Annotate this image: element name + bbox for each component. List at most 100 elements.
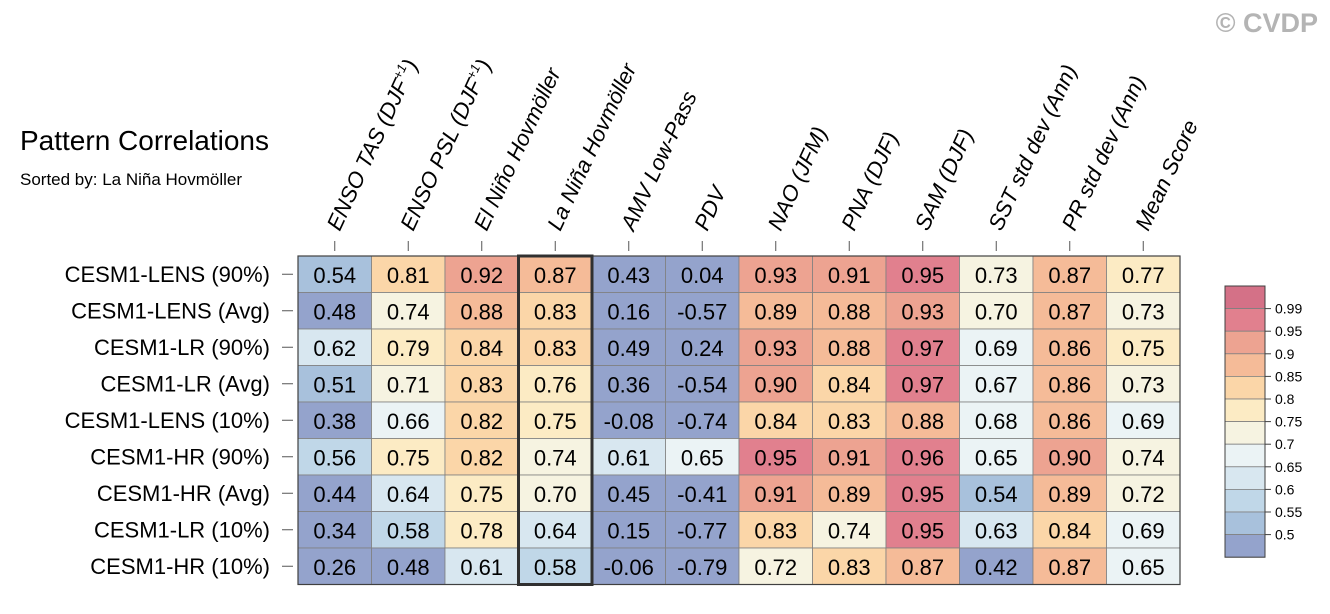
cell-value: 0.66: [387, 409, 430, 434]
heatmap-cell: [1106, 365, 1181, 403]
heatmap-cell: [297, 328, 372, 366]
cell-value: 0.91: [828, 263, 871, 288]
cell-value: 0.76: [534, 372, 577, 397]
heatmap-cell: [591, 511, 666, 549]
row-label: CESM1-LR (Avg): [100, 371, 270, 396]
heatmap-cell: [812, 255, 887, 293]
cell-value: 0.43: [607, 263, 650, 288]
heatmap-frame: [297, 255, 1181, 586]
cell-value: 0.82: [460, 409, 503, 434]
cell-value: -0.41: [677, 482, 727, 507]
cell-value: 0.71: [387, 372, 430, 397]
colorbar-label: 0.8: [1275, 391, 1295, 407]
cell-value: 0.78: [460, 518, 503, 543]
heatmap-cell: [371, 365, 446, 403]
cell-value: 0.74: [828, 518, 871, 543]
heatmap-cell: [738, 438, 813, 476]
cell-value: 0.69: [975, 336, 1018, 361]
cell-value: 0.84: [460, 336, 503, 361]
cell-value: 0.87: [534, 263, 577, 288]
cell-value: 0.90: [754, 372, 797, 397]
row-label: CESM1-HR (90%): [90, 444, 270, 469]
heatmap-cells: 0.54 0.81 0.92 0.87 0.43 0.04 0.93 0.91 0.95 0.73…: [297, 255, 1181, 586]
cell-value: 0.87: [1048, 555, 1091, 580]
cell-value: 0.79: [387, 336, 430, 361]
cell-value: 0.89: [754, 299, 797, 324]
cell-value: 0.97: [901, 372, 944, 397]
cell-value: 0.73: [975, 263, 1018, 288]
cell-value: 0.42: [975, 555, 1018, 580]
colorbar-swatch: [1224, 398, 1266, 423]
heatmap-cell: [1032, 292, 1107, 330]
cell-value: -0.54: [677, 372, 727, 397]
copyright-watermark: © CVDP: [1215, 8, 1318, 38]
column-labels: ENSO TAS (DJF+1)ENSO PSL (DJF+1)El Niño …: [322, 55, 1203, 251]
cell-value: -0.08: [604, 409, 654, 434]
cell-value: 0.64: [387, 482, 430, 507]
heatmap-cell: [738, 511, 813, 549]
cell-value: 0.95: [754, 445, 797, 470]
cell-value: 0.91: [828, 445, 871, 470]
heatmap-cell: [591, 547, 666, 585]
cell-value: 0.87: [1048, 263, 1091, 288]
cell-value: 0.88: [460, 299, 503, 324]
cell-value: 0.73: [1122, 299, 1165, 324]
colorbar-label: 0.55: [1275, 504, 1302, 520]
cell-value: 0.70: [534, 482, 577, 507]
cell-value: 0.91: [754, 482, 797, 507]
colorbar-label: 0.7: [1275, 436, 1295, 452]
cell-value: 0.61: [460, 555, 503, 580]
heatmap-cell: [297, 511, 372, 549]
heatmap-cell: [444, 474, 519, 512]
cell-value: 0.34: [313, 518, 356, 543]
cell-value: 0.97: [901, 336, 944, 361]
colorbar-label: 0.6: [1275, 481, 1295, 497]
colorbar-label: 0.99: [1275, 301, 1302, 317]
colorbar-swatch: [1224, 488, 1266, 513]
row-label: CESM1-LENS (10%): [65, 408, 270, 433]
sorted-column-box: [517, 254, 594, 586]
cell-value: 0.38: [313, 409, 356, 434]
cell-value: 0.74: [534, 445, 577, 470]
cell-value: 0.86: [1048, 336, 1091, 361]
heatmap-cell: [591, 292, 666, 330]
row-label: CESM1-LENS (90%): [65, 262, 270, 287]
cell-value: 0.70: [975, 299, 1018, 324]
row-label: CESM1-LR (90%): [94, 335, 270, 360]
heatmap-cell: [297, 547, 372, 585]
cell-value: 0.69: [1122, 518, 1165, 543]
heatmap-cell: [885, 292, 960, 330]
cell-value: 0.89: [1048, 482, 1091, 507]
heatmap-cell: [1106, 474, 1181, 512]
cell-value: 0.88: [828, 299, 871, 324]
cell-value: 0.49: [607, 336, 650, 361]
heatmap-cell: [1032, 547, 1107, 585]
cell-value: 0.83: [534, 299, 577, 324]
colorbar-label: 0.75: [1275, 414, 1302, 430]
heatmap-cell: [297, 474, 372, 512]
heatmap-cell: [297, 401, 372, 439]
heatmap-cell: [665, 511, 740, 549]
cell-value: 0.84: [754, 409, 797, 434]
cell-value: 0.84: [828, 372, 871, 397]
heatmap-cell: [297, 255, 372, 293]
sorted-column-highlight: [517, 254, 594, 586]
row-label: CESM1-HR (Avg): [97, 481, 270, 506]
heatmap-cell: [885, 365, 960, 403]
cell-value: 0.83: [828, 555, 871, 580]
colorbar: 0.99 0.95 0.9 0.85 0.8 0.75 0.7 0.65 0.6 0.55 0.5: [1224, 285, 1302, 558]
column-label: NAO (JFM): [763, 123, 833, 234]
column-label: PNA (DJF): [836, 128, 903, 234]
cell-value: 0.83: [754, 518, 797, 543]
heatmap-cell: [959, 365, 1034, 403]
cell-value: 0.92: [460, 263, 503, 288]
cell-value: 0.54: [313, 263, 356, 288]
cell-value: 0.48: [387, 555, 430, 580]
colorbar-label: 0.9: [1275, 346, 1295, 362]
cell-value: 0.89: [828, 482, 871, 507]
cell-value: 0.87: [1048, 299, 1091, 324]
heatmap-cell: [885, 511, 960, 549]
cell-value: 0.48: [313, 299, 356, 324]
cell-value: 0.51: [313, 372, 356, 397]
heatmap-cell: [371, 547, 446, 585]
